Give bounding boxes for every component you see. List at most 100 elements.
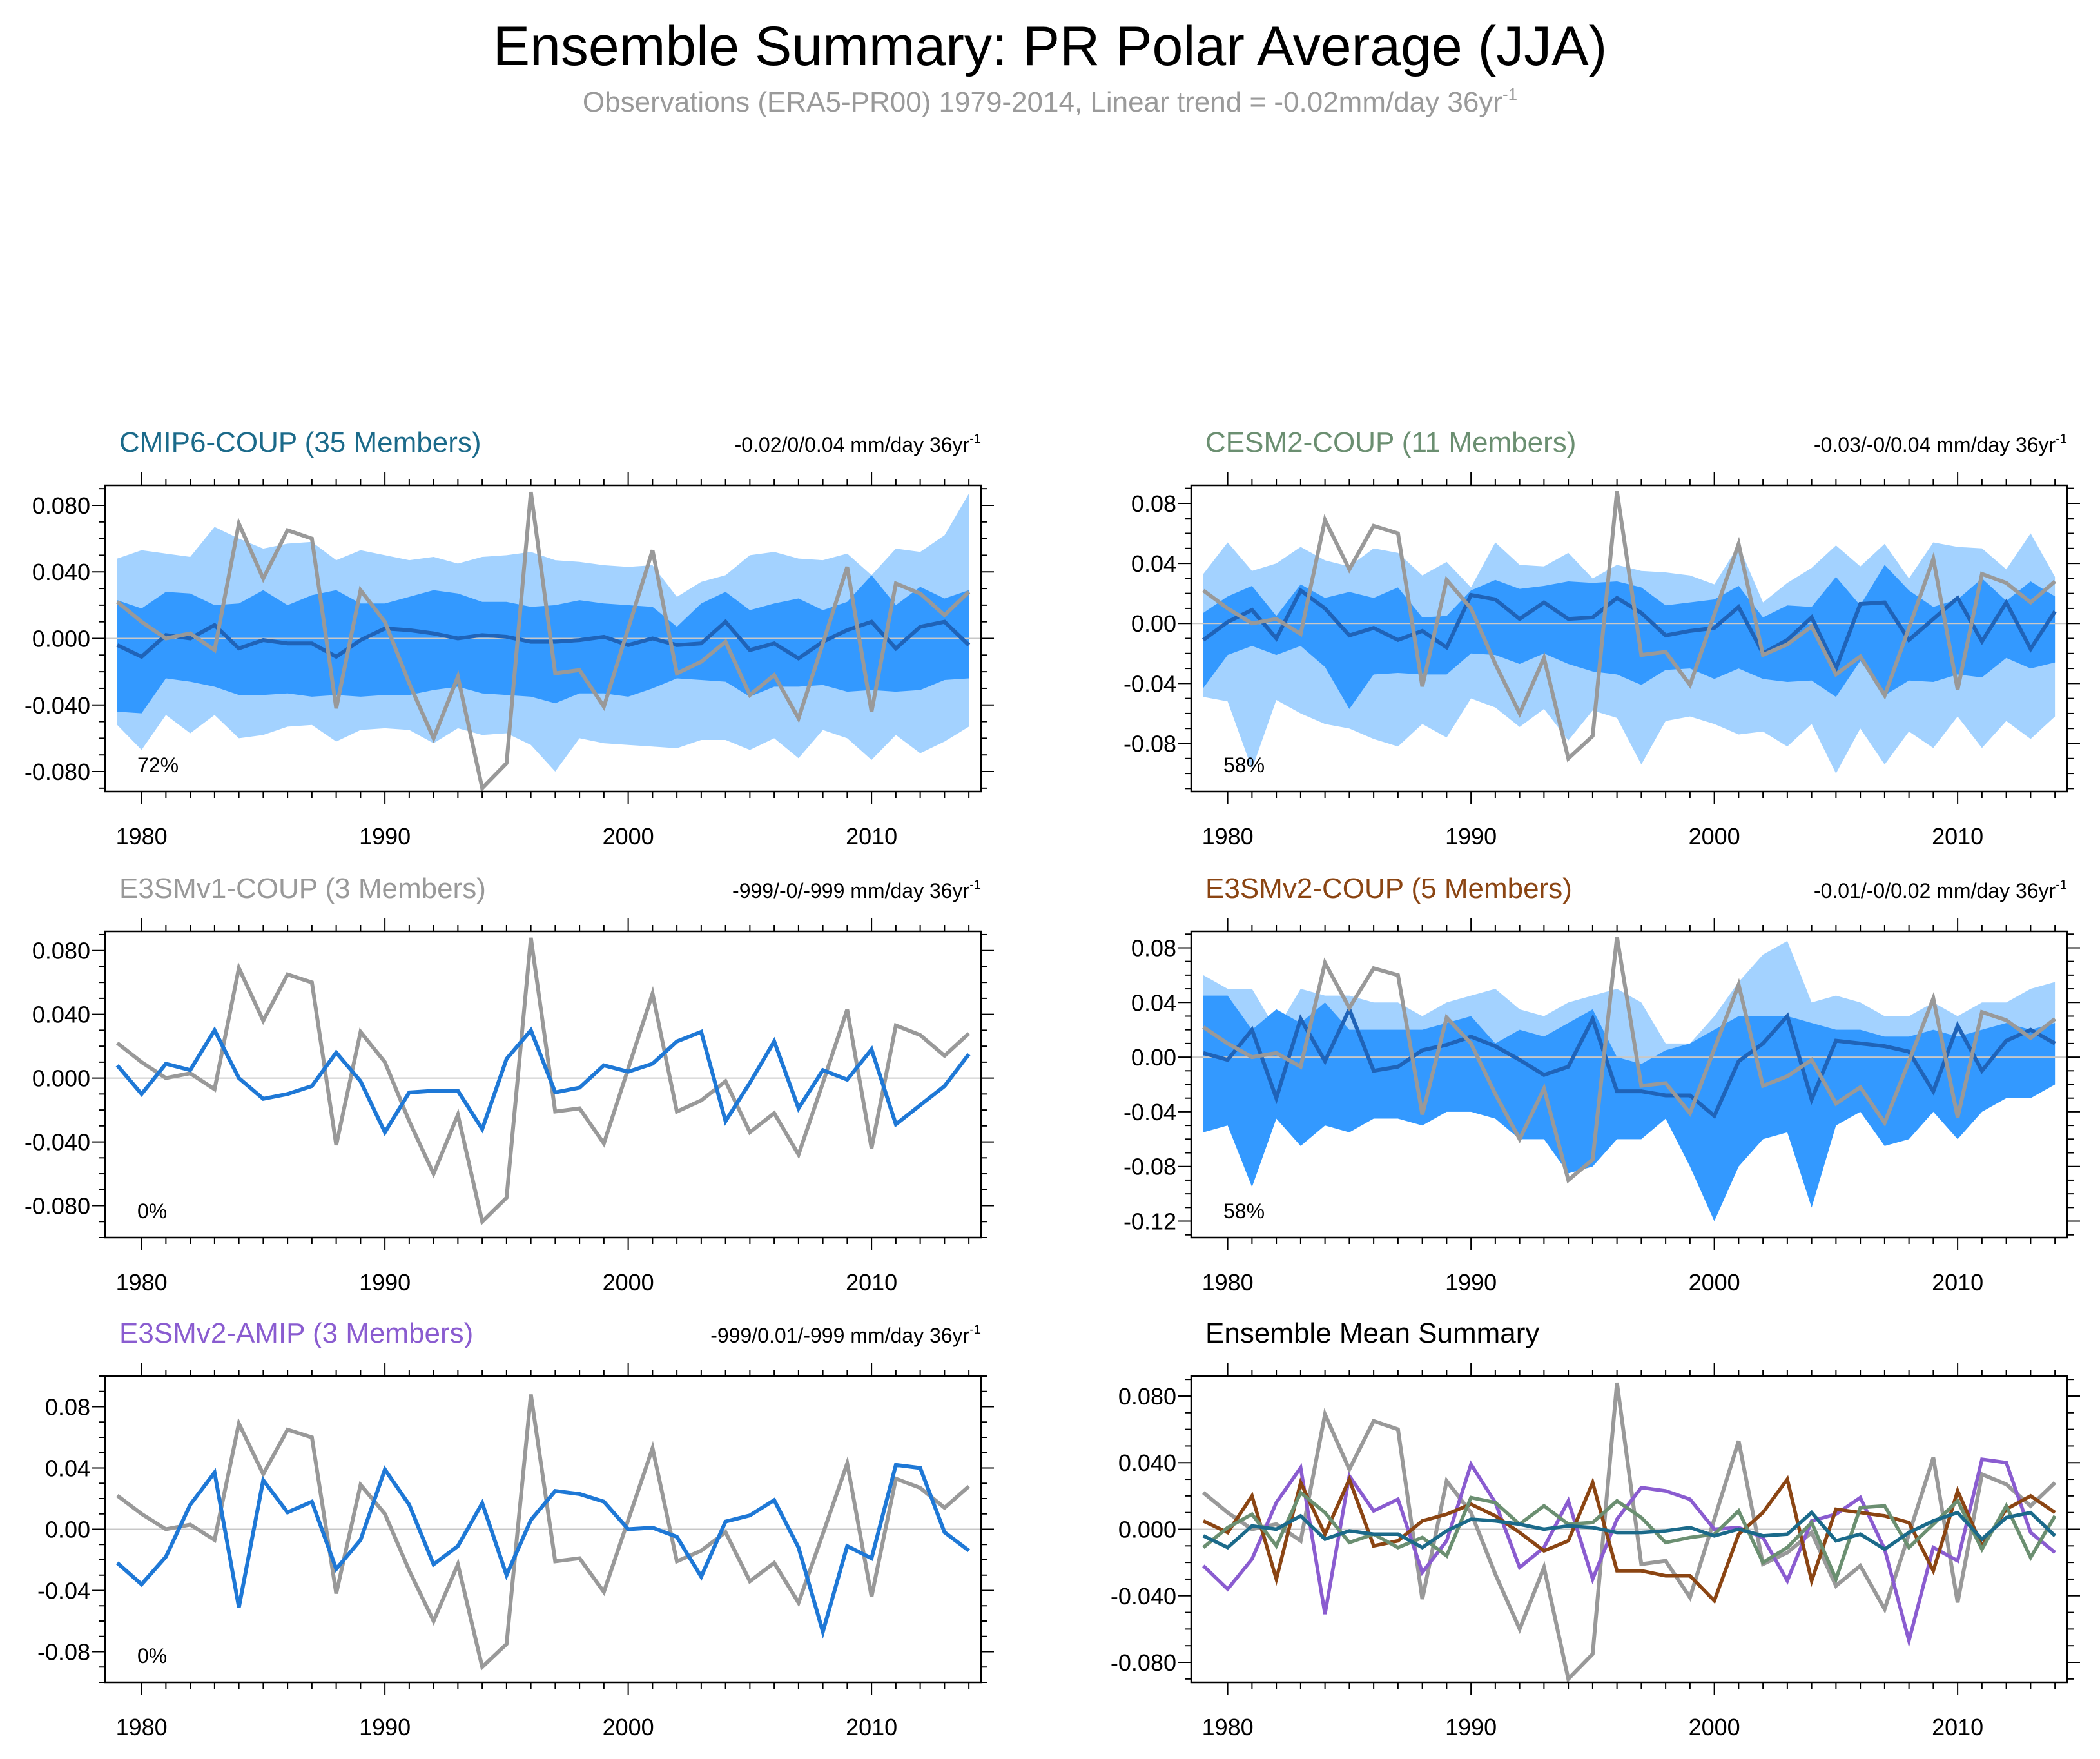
y-tick-label: -0.08 [37,1639,90,1666]
x-tick-label: 1980 [116,1714,168,1740]
y-tick-label: 0.040 [32,559,90,585]
panel-title: E3SMv2-COUP (5 Members) [1205,873,1572,904]
y-tick-label: 0.00 [1131,610,1176,637]
x-tick-label: 1990 [359,823,411,850]
percent-label: 72% [137,753,179,777]
x-tick-label: 2010 [846,823,897,850]
plot-area [105,491,981,792]
subtitle-text: Observations (ERA5-PR00) 1979-2014, Line… [582,86,1502,118]
trend-label: -999/-0/-999 mm/day 36yr-1 [732,878,981,902]
trend-label: -999/0.01/-999 mm/day 36yr-1 [710,1323,981,1347]
x-tick-label: 1980 [116,1269,168,1296]
trend-label: -0.01/-0/0.02 mm/day 36yr-1 [1814,878,2067,902]
x-tick-label: 2000 [603,1269,654,1296]
y-tick-label: 0.04 [1131,989,1176,1016]
x-tick-label: 1980 [1202,823,1254,850]
x-tick-label: 1990 [1445,823,1497,850]
x-tick-label: 1990 [1445,1714,1497,1740]
page-title: Ensemble Summary: PR Polar Average (JJA) [492,15,1608,77]
plot-frame [104,930,982,1239]
y-tick-label: -0.040 [24,692,90,719]
plot-area [105,1394,981,1671]
subtitle-superscript: -1 [1502,84,1518,104]
y-tick-label: 0.08 [1131,935,1176,961]
ensemble-mean-line [1203,1004,2056,1120]
ensemble-mean-line [116,619,971,661]
x-tick-label: 2000 [603,823,654,850]
y-tick-label: 0.00 [45,1517,90,1543]
x-tick-label: 2000 [1689,823,1740,850]
x-tick-label: 1980 [1202,1269,1254,1296]
obs-line [1202,936,2056,1184]
trend-label: -0.02/0/0.04 mm/day 36yr-1 [735,432,981,456]
band-inner [1203,565,2056,709]
y-tick-label: 0.08 [1131,491,1176,517]
panel-e3smv2coup: 1980 1990 2000 2010 0.08 0.04 0.00 -0.04 -0.08 -0… [1123,873,2080,1296]
percent-label: 58% [1223,1200,1265,1223]
panel-cesm2: 1980 1990 2000 2010 0.08 0.04 0.00 -0.04 -0.08 CE… [1123,427,2080,850]
percent-label: 0% [137,1644,167,1667]
plot-area [1191,491,2067,774]
panel-title: Ensemble Mean Summary [1205,1317,1539,1349]
x-tick-label: 1990 [359,1269,411,1296]
ensemble-mean-line [1202,587,2057,674]
percent-label: 58% [1223,753,1265,777]
plot-area [1191,1382,2067,1682]
y-tick-label: -0.08 [1123,1154,1176,1180]
x-tick-label: 2000 [1689,1269,1740,1296]
obs-line [1201,1382,2057,1682]
ensemble-mean-line [115,1026,971,1137]
summary-series-line-3 [1202,1510,2057,1551]
panel-title: E3SMv2-AMIP (3 Members) [119,1317,473,1349]
y-tick-label: -0.12 [1123,1209,1176,1235]
plot-area [105,937,981,1226]
obs-line [116,1394,971,1671]
y-tick-label: -0.08 [1123,730,1176,757]
panel-title: CMIP6-COUP (35 Members) [119,427,481,458]
x-tick-label: 2010 [1932,1269,1983,1296]
y-tick-label: -0.04 [37,1578,90,1604]
panel-summary: 1980 1990 2000 2010 0.080 0.040 0.000 -0.040 -0.… [1111,1317,2080,1740]
page-subtitle: Observations (ERA5-PR00) 1979-2014, Line… [0,85,2100,120]
y-tick-label: 0.00 [1131,1044,1176,1071]
x-tick-label: 2000 [1689,1714,1740,1740]
x-tick-label: 2010 [1932,1714,1983,1740]
panel-title: E3SMv1-COUP (3 Members) [119,873,486,904]
obs-line [115,491,971,792]
x-tick-label: 2010 [846,1269,897,1296]
y-tick-label: 0.080 [32,938,90,964]
y-tick-label: 0.08 [45,1394,90,1421]
y-tick-label: 0.040 [32,1002,90,1028]
y-tick-label: 0.080 [32,492,90,519]
x-tick-label: 1980 [116,823,168,850]
x-tick-label: 2010 [846,1714,897,1740]
percent-label: 0% [137,1200,167,1223]
trend-label: -0.03/-0/0.04 mm/day 36yr-1 [1814,432,2067,456]
x-tick-label: 2000 [603,1714,654,1740]
y-tick-label: -0.040 [24,1129,90,1156]
y-tick-label: -0.080 [24,759,90,785]
panel-cmip6: 1980 1990 2000 2010 0.080 0.040 0.000 -0.040 -0.… [24,427,994,850]
panel-e3smv1: 1980 1990 2000 2010 0.080 0.040 0.000 -0.040 -0.… [24,873,994,1296]
y-tick-label: 0.000 [32,1065,90,1092]
y-tick-label: 0.04 [45,1455,90,1482]
plot-area [1191,936,2067,1221]
y-tick-label: 0.000 [1118,1517,1176,1543]
summary-series-line-0 [1201,1457,2056,1648]
y-tick-label: -0.080 [24,1193,90,1220]
panel-title: CESM2-COUP (11 Members) [1205,427,1576,458]
obs-line [116,937,971,1226]
panel-e3smv2amip: 1980 1990 2000 2010 0.08 0.04 0.00 -0.04 -0.08 E3… [37,1317,994,1740]
y-tick-label: -0.04 [1123,1099,1176,1125]
x-tick-label: 1990 [1445,1269,1497,1296]
y-tick-label: -0.04 [1123,670,1176,697]
y-tick-label: 0.080 [1118,1383,1176,1410]
x-tick-label: 1980 [1202,1714,1254,1740]
y-tick-label: 0.04 [1131,550,1176,577]
band-inner [1203,995,2056,1221]
x-tick-label: 1990 [359,1714,411,1740]
y-tick-label: -0.080 [1111,1649,1176,1676]
y-tick-label: 0.000 [32,626,90,652]
y-tick-label: 0.040 [1118,1450,1176,1476]
